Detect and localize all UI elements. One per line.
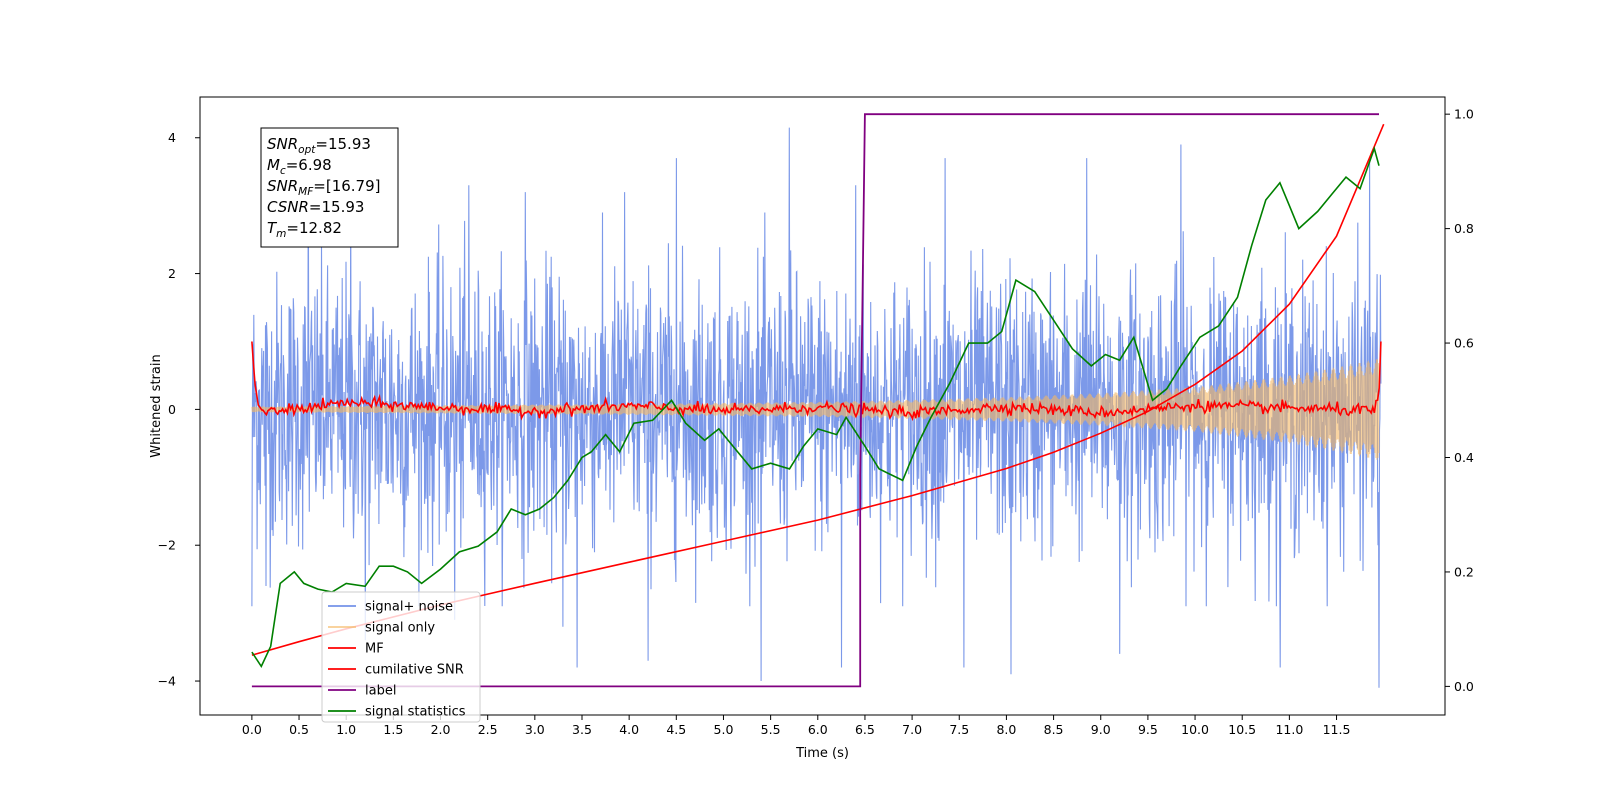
annotation-line: CSNR=15.93 bbox=[267, 198, 364, 216]
annotation-line: SNRopt=15.93 bbox=[267, 135, 371, 156]
axes-frame bbox=[199, 96, 1446, 716]
annotation-subscript: c bbox=[280, 165, 286, 177]
label-line bbox=[251, 113, 1379, 688]
annotation-symbol: CSNR bbox=[267, 198, 309, 216]
x-tick-label: 7.0 bbox=[902, 722, 922, 737]
x-tick-label: 1.0 bbox=[336, 722, 356, 737]
annotation-value: =[16.79] bbox=[313, 177, 380, 195]
x-tick-label: 7.5 bbox=[949, 722, 969, 737]
y-axis-left: −4 −2 0 2 4 bbox=[158, 130, 200, 689]
x-tick-label: 10.5 bbox=[1228, 722, 1256, 737]
legend: signal+ noise signal only MF cumilative SNR… bbox=[321, 591, 481, 723]
y-tick-label: −4 bbox=[158, 674, 176, 689]
legend-label: signal+ noise bbox=[365, 600, 453, 615]
x-axis: 0.0 0.5 1.0 1.5 2.0 2.5 3.0 3.5 4.0 4.5 5.0 5.5 6.0 6… bbox=[242, 715, 1351, 737]
x-tick-label: 0.5 bbox=[289, 722, 309, 737]
x-tick-label: 8.0 bbox=[996, 722, 1016, 737]
x-tick-label: 0.0 bbox=[242, 722, 262, 737]
x-tick-label: 9.0 bbox=[1091, 722, 1111, 737]
x-tick-label: 5.0 bbox=[714, 722, 734, 737]
legend-label: signal statistics bbox=[365, 705, 466, 720]
x-tick-label: 6.0 bbox=[808, 722, 828, 737]
x-axis-label: Time (s) bbox=[795, 746, 849, 761]
y2-tick-label: 1.0 bbox=[1454, 107, 1474, 122]
annotation-box: SNRopt=15.93Mc=6.98SNRMF=[16.79]CSNR=15.… bbox=[260, 127, 399, 248]
legend-label: label bbox=[365, 684, 396, 699]
y2-tick-label: 0.2 bbox=[1454, 564, 1474, 579]
y-tick-label: 4 bbox=[168, 130, 176, 145]
x-tick-label: 2.0 bbox=[431, 722, 451, 737]
x-tick-label: 3.5 bbox=[572, 722, 592, 737]
y2-tick-label: 0.8 bbox=[1454, 221, 1474, 236]
legend-label: cumilative SNR bbox=[365, 663, 464, 678]
y2-tick-label: 0.6 bbox=[1454, 336, 1474, 351]
annotation-value: =6.98 bbox=[286, 156, 332, 174]
x-tick-label: 5.5 bbox=[761, 722, 781, 737]
x-tick-label: 1.5 bbox=[383, 722, 403, 737]
annotation-line: Tm=12.82 bbox=[267, 219, 342, 240]
legend-frame bbox=[321, 591, 481, 723]
signal-statistics-line bbox=[251, 145, 1380, 669]
annotation-line: SNRMF=[16.79] bbox=[267, 177, 381, 198]
annotation-subscript: opt bbox=[298, 144, 316, 156]
x-tick-label: 11.5 bbox=[1323, 722, 1351, 737]
y-axis-right: 0.0 0.2 0.4 0.6 0.8 1.0 bbox=[1445, 107, 1474, 694]
x-tick-label: 11.0 bbox=[1275, 722, 1303, 737]
annotation-value: =15.93 bbox=[309, 198, 365, 216]
y2-tick-label: 0.4 bbox=[1454, 450, 1474, 465]
legend-label: signal only bbox=[365, 621, 435, 636]
annotation-symbol: SNR bbox=[267, 135, 298, 153]
y-tick-label: −2 bbox=[158, 538, 176, 553]
annotation-symbol: M bbox=[267, 156, 280, 174]
x-tick-label: 2.5 bbox=[478, 722, 498, 737]
annotation-symbol: SNR bbox=[267, 177, 298, 195]
y2-tick-label: 0.0 bbox=[1454, 679, 1474, 694]
x-tick-label: 4.5 bbox=[666, 722, 686, 737]
y-tick-label: 0 bbox=[168, 402, 176, 417]
signal-noise-line bbox=[251, 127, 1382, 688]
x-tick-label: 9.5 bbox=[1138, 722, 1158, 737]
mf-line bbox=[251, 341, 1382, 422]
annotation-symbol: T bbox=[267, 219, 278, 237]
annotation-value: =15.93 bbox=[315, 135, 371, 153]
annotation-subscript: m bbox=[276, 228, 286, 240]
annotation-value: =12.82 bbox=[286, 219, 342, 237]
x-tick-label: 10.0 bbox=[1181, 722, 1209, 737]
x-tick-label: 8.5 bbox=[1044, 722, 1064, 737]
legend-label: MF bbox=[365, 642, 384, 657]
x-tick-label: 3.0 bbox=[525, 722, 545, 737]
y-tick-label: 2 bbox=[168, 266, 176, 281]
y-axis-label: Whitened strain bbox=[149, 354, 164, 457]
x-tick-label: 4.0 bbox=[619, 722, 639, 737]
annotation-subscript: MF bbox=[298, 186, 314, 198]
annotation-line: Mc=6.98 bbox=[267, 156, 332, 177]
annotation-frame bbox=[260, 127, 399, 248]
x-tick-label: 6.5 bbox=[855, 722, 875, 737]
